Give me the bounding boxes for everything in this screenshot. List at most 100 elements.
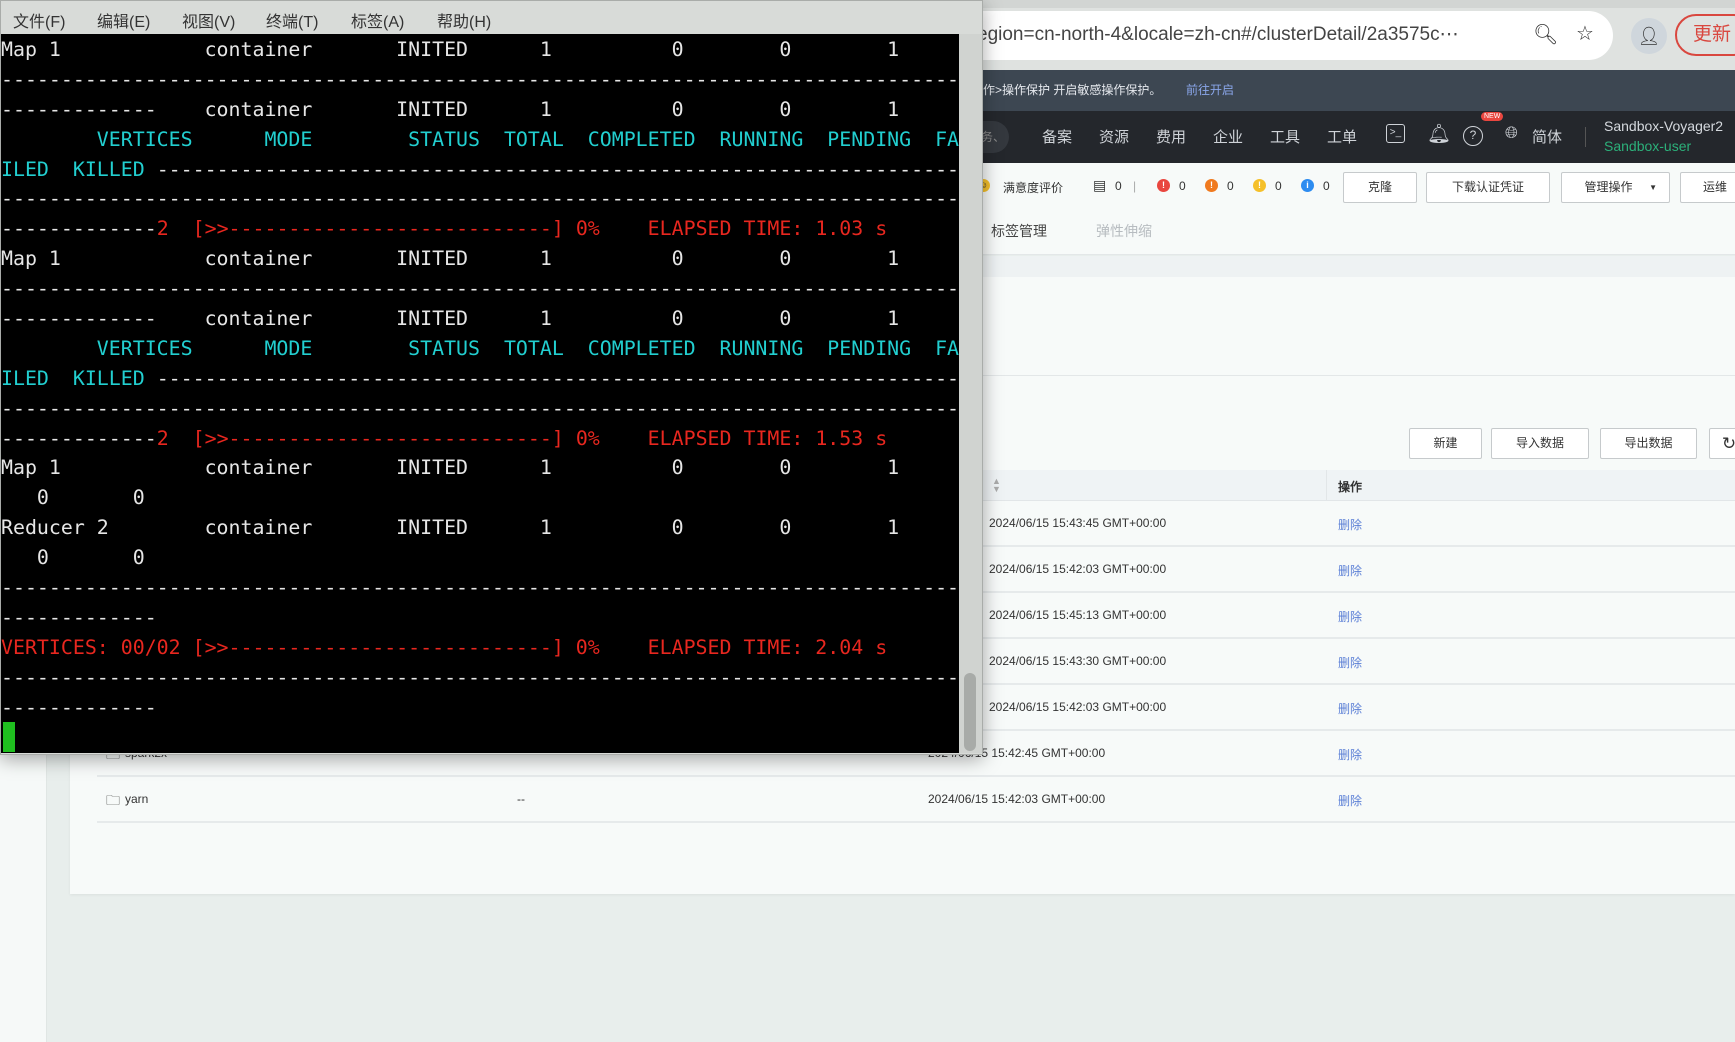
header-action: 操作	[1338, 480, 1363, 494]
download-credentials-button[interactable]: 下载认证凭证	[1426, 172, 1550, 203]
delete-link[interactable]: 删除	[1338, 564, 1363, 578]
satisfaction-link[interactable]: 满意度评价	[1003, 181, 1064, 195]
menu-edit[interactable]: 编辑(E)	[97, 14, 151, 31]
terminal-line: Map 1 container INITED 1 0 0 1	[1, 244, 959, 274]
nav-item-tools[interactable]: 工具	[1270, 129, 1301, 146]
account-user[interactable]: Sandbox-user	[1604, 138, 1692, 154]
terminal-text: ----------------------------------------…	[1, 665, 959, 689]
info-alarm-icon[interactable]: i	[1301, 179, 1314, 192]
new-badge: NEW	[1481, 112, 1504, 121]
terminal-text: 0 0	[1, 486, 145, 510]
terminal-text: ----------------------------------------…	[1, 67, 959, 91]
cloud-shell-icon[interactable]: >_	[1386, 124, 1405, 143]
nav-item-billing[interactable]: 费用	[1156, 129, 1187, 146]
delete-link[interactable]: 删除	[1338, 794, 1363, 808]
terminal-line: VERTICES MODE STATUS TOTAL COMPLETED RUN…	[1, 334, 959, 364]
tab-auto-scaling[interactable]: 弹性伸缩	[1096, 223, 1152, 239]
import-data-button[interactable]: 导入数据	[1491, 428, 1589, 459]
zoom-icon[interactable]: 🔍︎	[1533, 24, 1559, 46]
terminal-text: -------------	[1, 605, 157, 629]
row-time: 2024/06/15 15:43:45 GMT+00:00	[989, 516, 1167, 530]
delete-link[interactable]: 删除	[1338, 702, 1363, 716]
terminal-text: 2 [>>---------------------------] 0% ELA…	[156, 426, 888, 450]
table-header: ▲ ▼ 操作	[983, 470, 1735, 501]
critical-alarm-icon[interactable]: !	[1157, 179, 1170, 192]
minor-alarm-icon[interactable]: !	[1253, 179, 1266, 192]
menu-tabs[interactable]: 标签(A)	[351, 14, 405, 31]
export-data-button[interactable]: 导出数据	[1600, 428, 1697, 459]
minor-alarm-count: 0	[1275, 179, 1282, 193]
terminal-line: ------------- container INITED 1 0 0 1	[1, 304, 959, 334]
menu-file[interactable]: 文件(F)	[13, 14, 66, 31]
delete-link[interactable]: 删除	[1338, 518, 1363, 532]
terminal-line: ----------------------------------------…	[1, 184, 959, 214]
terminal-text: VERTICES MODE STATUS TOTAL COMPLETED RUN…	[1, 336, 959, 360]
language-switch[interactable]: 简体	[1532, 129, 1563, 146]
major-alarm-icon[interactable]: !	[1205, 179, 1218, 192]
divider: |	[1133, 179, 1137, 193]
caret-down-icon: ▼	[1649, 183, 1657, 192]
banner-link[interactable]: 前往开启	[1186, 83, 1235, 97]
menu-terminal[interactable]: 终端(T)	[266, 14, 319, 31]
update-button[interactable]: 更新	[1675, 14, 1735, 56]
bell-icon[interactable]: 🔔︎	[1427, 124, 1452, 145]
terminal-scrollbar[interactable]	[959, 34, 982, 753]
bookmark-star-icon[interactable]: ☆	[1576, 23, 1594, 45]
terminal-line: Map 1 container INITED 1 0 0 1	[1, 35, 959, 65]
terminal-line: VERTICES MODE STATUS TOTAL COMPLETED RUN…	[1, 125, 959, 155]
profile-avatar-icon[interactable]: 👤︎	[1631, 18, 1667, 54]
nav-divider	[1585, 127, 1586, 147]
address-bar[interactable]: egion=cn-north-4&locale=zh-cn#/clusterDe…	[973, 11, 1613, 60]
delete-link[interactable]: 删除	[1338, 656, 1363, 670]
terminal-line: ----------------------------------------…	[1, 663, 959, 693]
terminal-line: ----------------------------------------…	[1, 65, 959, 95]
row-time: 2024/06/15 15:45:13 GMT+00:00	[989, 608, 1167, 622]
terminal-cursor	[3, 722, 15, 752]
terminal-line: Reducer 2 container INITED 1 0 0 1	[1, 513, 959, 543]
terminal-text: ILED KILLED	[1, 366, 157, 390]
cluster-toolbar: ☺ 满意度评价 ▤ 0 | ! 0 ! 0 ! 0 i 0 克隆 下载认证凭证 …	[977, 163, 1735, 210]
menu-view[interactable]: 视图(V)	[182, 14, 236, 31]
critical-alarm-count: 0	[1179, 179, 1186, 193]
terminal-text: 2 [>>---------------------------] 0% ELA…	[156, 217, 888, 241]
delete-link[interactable]: 删除	[1338, 610, 1363, 624]
row-description: --	[517, 792, 525, 806]
terminal-line: -------------2 [>>----------------------…	[1, 214, 959, 244]
ops-button[interactable]: 运维	[1680, 172, 1735, 203]
menu-help[interactable]: 帮助(H)	[437, 14, 492, 31]
globe-icon[interactable]: 🌐︎	[1505, 125, 1518, 142]
table-area: 新建 导入数据 导出数据 ↻	[983, 277, 1735, 894]
account-name[interactable]: Sandbox-Voyager2	[1604, 118, 1724, 134]
terminal-screen[interactable]: Map 1 container INITED 1 0 0 1 ----------…	[1, 34, 959, 753]
new-button[interactable]: 新建	[1409, 428, 1482, 459]
manage-operations-dropdown[interactable]: 管理操作 ▼	[1561, 172, 1670, 203]
nav-item-tickets[interactable]: 工单	[1327, 129, 1358, 146]
terminal-line: ------------- container INITED 1 0 0 1	[1, 95, 959, 125]
clone-button[interactable]: 克隆	[1343, 172, 1417, 203]
notice-banner: 作>操作保护 开启敏感操作保护。 前往开启	[983, 70, 1735, 111]
terminal-line: ----------------------------------------…	[1, 394, 959, 424]
terminal-text: -------------	[1, 217, 157, 241]
row-time: 2024/06/15 15:42:03 GMT+00:00	[989, 562, 1167, 576]
terminal-text: ------------- container INITED 1 0 0 1	[1, 97, 900, 121]
sort-icon[interactable]: ▲ ▼	[992, 476, 1001, 494]
help-icon[interactable]: ?	[1463, 126, 1483, 146]
row-time: 2024/06/15 15:42:03 GMT+00:00	[928, 792, 1106, 806]
doc-count: 0	[1115, 179, 1122, 193]
terminal-text: -------------	[1, 426, 157, 450]
nav-item-filing[interactable]: 备案	[1042, 129, 1073, 146]
terminal-text: ----------------------------------------…	[1, 576, 959, 600]
tab-tag-management[interactable]: 标签管理	[991, 223, 1047, 239]
row-time: 2024/06/15 15:42:03 GMT+00:00	[989, 700, 1167, 714]
scrollbar-thumb[interactable]	[964, 673, 976, 751]
refresh-icon[interactable]: ↻	[1709, 428, 1735, 459]
terminal-line: Map 1 container INITED 1 0 0 1	[1, 453, 959, 483]
manage-operations-label: 管理操作	[1584, 180, 1633, 194]
terminal-line: ILED KILLED ----------------------------…	[1, 364, 959, 394]
nav-item-resources[interactable]: 资源	[1099, 129, 1130, 146]
top-nav: 务、 备案 资源 费用 企业 工具 工单 >_ 🔔︎ ? NEW 🌐︎ 简体 S…	[973, 111, 1735, 163]
major-alarm-count: 0	[1227, 179, 1234, 193]
nav-item-enterprise[interactable]: 企业	[1213, 129, 1244, 146]
terminal-text: Map 1 container INITED 1 0 0 1	[1, 456, 900, 480]
delete-link[interactable]: 删除	[1338, 748, 1363, 762]
